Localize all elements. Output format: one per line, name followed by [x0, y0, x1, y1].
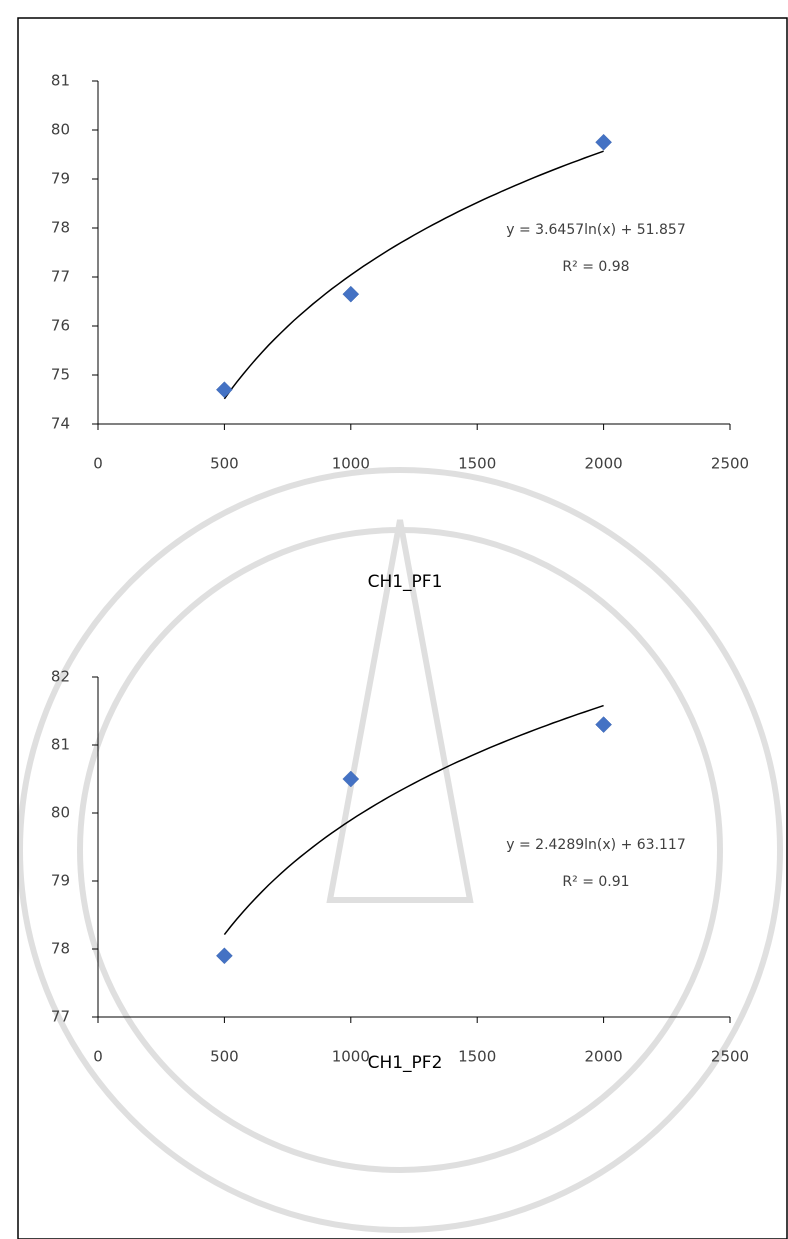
chart-title: CH1_PF1	[368, 572, 443, 592]
x-tick-label: 1000	[332, 1048, 370, 1066]
y-tick-label: 81	[51, 736, 70, 754]
x-tick-label: 2000	[585, 1048, 623, 1066]
y-tick-label: 74	[51, 415, 70, 433]
y-tick-label: 78	[51, 219, 70, 237]
y-tick-label: 82	[51, 668, 70, 686]
y-tick-label: 80	[51, 121, 70, 139]
chart-title: CH1_PF2	[368, 1053, 443, 1073]
y-tick-label: 77	[51, 1008, 70, 1026]
x-tick-label: 500	[210, 1048, 239, 1066]
y-tick-label: 80	[51, 804, 70, 822]
y-tick-label: 75	[51, 366, 70, 384]
page: 74 75 76 77 78 79 80 81 0 500 1000 1500 2000 2500 y = …	[0, 0, 788, 1239]
x-tick-label: 1500	[458, 1048, 496, 1066]
trendline-equation: y = 2.4289ln(x) + 63.117	[506, 837, 686, 853]
x-tick-label: 0	[93, 455, 103, 473]
trendline-r2: R² = 0.98	[562, 259, 629, 275]
trendline-equation: y = 3.6457ln(x) + 51.857	[506, 222, 686, 238]
y-tick-label: 78	[51, 940, 70, 958]
x-tick-label: 2000	[585, 455, 623, 473]
y-tick-label: 79	[51, 872, 70, 890]
x-tick-label: 2500	[711, 455, 749, 473]
x-tick-label: 1500	[458, 455, 496, 473]
screen: 74 75 76 77 78 79 80 81 0 500 1000 1500 2000 2500 y = …	[0, 0, 788, 1239]
trendline-r2: R² = 0.91	[562, 874, 629, 890]
y-tick-label: 81	[51, 72, 70, 90]
y-tick-label: 79	[51, 170, 70, 188]
x-tick-label: 2500	[711, 1048, 749, 1066]
x-tick-label: 1000	[332, 455, 370, 473]
y-tick-label: 76	[51, 317, 70, 335]
y-tick-label: 77	[51, 268, 70, 286]
x-tick-label: 500	[210, 455, 239, 473]
x-tick-label: 0	[93, 1048, 103, 1066]
